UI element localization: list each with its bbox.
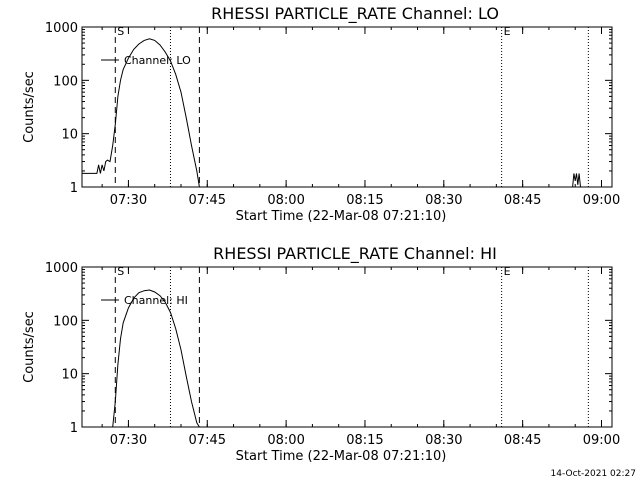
series-line xyxy=(82,38,200,188)
legend-label: Channel: HI xyxy=(124,294,188,307)
marker-label: S xyxy=(117,25,124,38)
marker-label: E xyxy=(504,25,511,38)
series-line xyxy=(112,289,200,428)
generated-timestamp: 14-Oct-2021 02:27 xyxy=(551,469,636,479)
x-tick-label: 08:00 xyxy=(267,433,304,448)
y-axis-label: Counts/sec xyxy=(22,311,37,383)
y-tick-label: 1 xyxy=(70,421,78,436)
x-tick-label: 08:30 xyxy=(425,433,462,448)
y-tick-label: 1000 xyxy=(45,261,78,276)
legend-label: Channel: LO xyxy=(124,54,191,67)
y-tick-label: 1 xyxy=(70,181,78,196)
y-tick-label: 100 xyxy=(53,74,78,89)
x-tick-label: 07:30 xyxy=(110,433,147,448)
chart-panel-hi: RHESSI PARTICLE_RATE Channel: HI 07:30 07:… xyxy=(22,244,620,464)
y-axis-label: Counts/sec xyxy=(22,71,37,143)
x-tick-label: 09:00 xyxy=(583,193,620,208)
x-tick-label: 07:45 xyxy=(189,433,226,448)
plot-frame xyxy=(81,26,613,188)
x-tick-label: 08:15 xyxy=(346,193,383,208)
x-tick-label: 07:30 xyxy=(110,193,147,208)
chart-title: RHESSI PARTICLE_RATE Channel: LO xyxy=(211,4,499,24)
series-line xyxy=(572,173,581,188)
x-axis-label: Start Time (22-Mar-08 07:21:10) xyxy=(236,449,447,464)
chart-title: RHESSI PARTICLE_RATE Channel: HI xyxy=(213,244,497,264)
x-tick-label: 08:45 xyxy=(504,433,541,448)
plot-frame xyxy=(81,266,613,428)
x-tick-label: 08:30 xyxy=(425,193,462,208)
x-tick-label: 08:15 xyxy=(346,433,383,448)
y-tick-label: 100 xyxy=(53,314,78,329)
x-tick-label: 08:00 xyxy=(267,193,304,208)
y-tick-label: 1000 xyxy=(45,21,78,36)
marker-label: E xyxy=(504,265,511,278)
marker-label: S xyxy=(117,265,124,278)
x-axis-label: Start Time (22-Mar-08 07:21:10) xyxy=(236,209,447,224)
y-tick-label: 10 xyxy=(61,368,78,383)
x-tick-label: 08:45 xyxy=(504,193,541,208)
x-tick-label: 07:45 xyxy=(189,193,226,208)
x-tick-label: 09:00 xyxy=(583,433,620,448)
chart-panel-lo: RHESSI PARTICLE_RATE Channel: LO 07:30 07:… xyxy=(22,4,620,224)
y-tick-label: 10 xyxy=(61,128,78,143)
